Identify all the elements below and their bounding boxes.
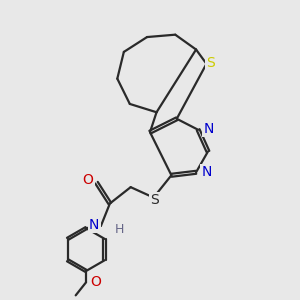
Text: N: N [89,218,100,232]
Text: S: S [150,193,158,207]
Text: N: N [201,165,212,179]
Text: O: O [83,173,94,187]
Text: N: N [203,122,214,136]
Text: H: H [114,223,124,236]
Text: S: S [206,56,215,70]
Text: O: O [90,275,101,289]
